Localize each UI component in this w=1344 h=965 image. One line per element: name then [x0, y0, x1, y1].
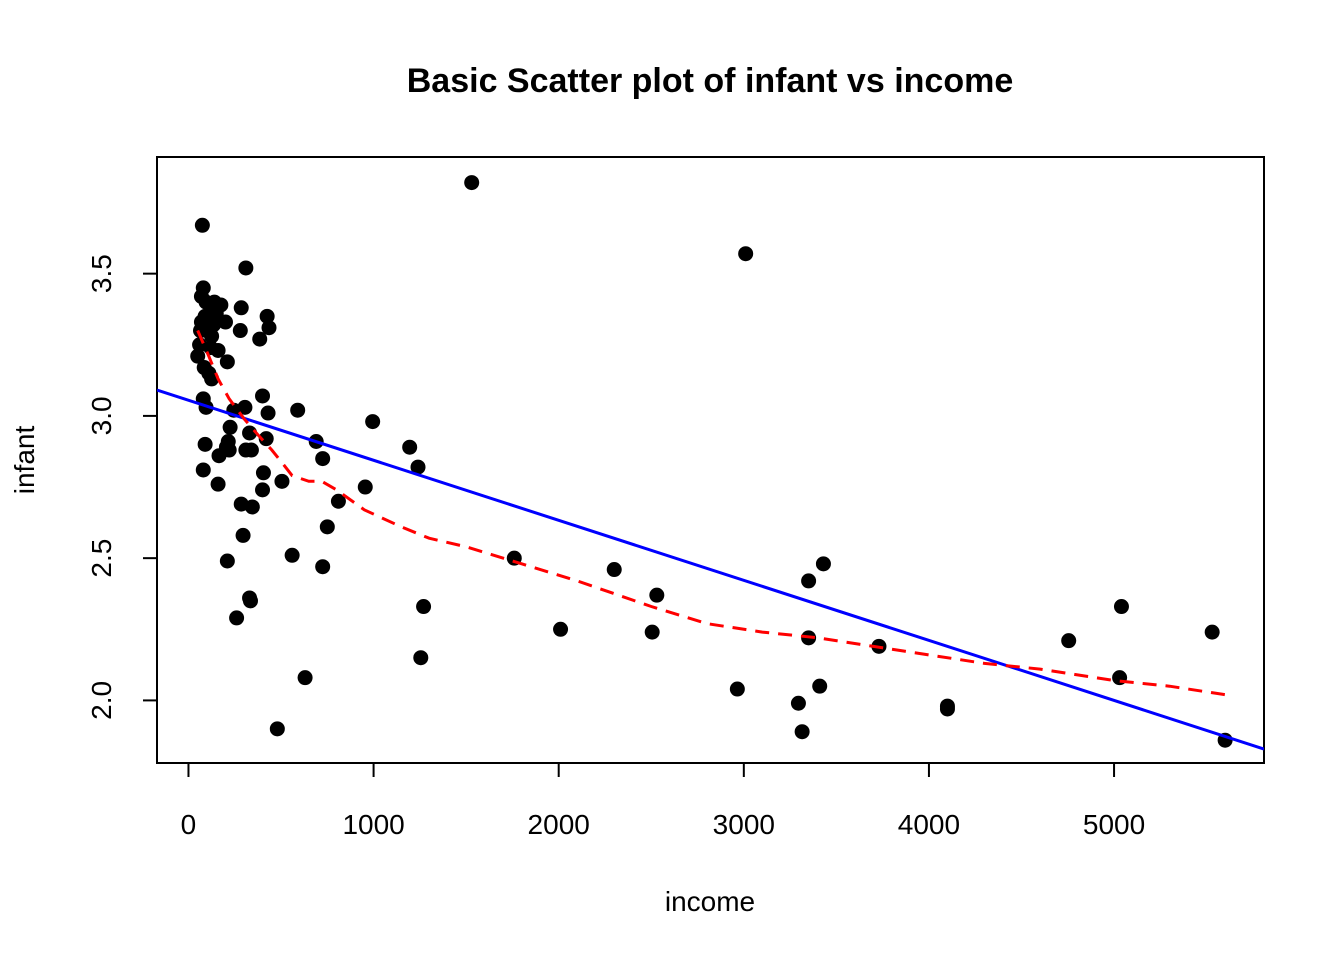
data-point	[210, 342, 226, 358]
y-tick-label: 3.0	[86, 396, 117, 435]
data-point	[219, 553, 235, 569]
x-axis: 0 1000 2000 3000 4000 5000	[181, 762, 1145, 840]
x-tick-label: 3000	[713, 809, 775, 840]
data-point	[410, 459, 426, 475]
data-point	[259, 308, 275, 324]
series-layer	[157, 175, 1264, 751]
data-point	[413, 650, 429, 666]
data-point	[229, 610, 245, 626]
data-point	[232, 323, 248, 339]
data-point	[255, 465, 271, 481]
x-axis-title: income	[665, 886, 755, 917]
data-point	[794, 724, 810, 740]
data-point	[190, 348, 206, 364]
data-point	[255, 388, 271, 404]
data-point	[204, 328, 220, 344]
data-point	[644, 624, 660, 640]
data-point	[319, 519, 335, 535]
data-point	[464, 175, 480, 191]
data-point	[606, 562, 622, 578]
y-tick-label: 2.5	[86, 539, 117, 578]
y-tick-label: 3.5	[86, 254, 117, 293]
data-point	[1061, 633, 1077, 649]
data-point	[365, 414, 381, 430]
data-point	[729, 681, 745, 697]
data-point	[330, 493, 346, 509]
data-point	[357, 479, 373, 495]
data-point	[211, 448, 227, 464]
data-point	[244, 499, 260, 515]
data-point	[233, 300, 249, 316]
data-point	[402, 439, 418, 455]
data-point	[243, 442, 259, 458]
data-point	[284, 547, 300, 563]
data-point	[210, 476, 226, 492]
y-axis: 2.0 2.5 3.0 3.5	[86, 254, 158, 720]
data-point	[553, 621, 569, 637]
data-point	[219, 354, 235, 370]
x-tick-label: 5000	[1083, 809, 1145, 840]
x-tick-label: 2000	[528, 809, 590, 840]
data-point	[1113, 599, 1129, 615]
data-point	[260, 405, 276, 421]
chart-title: Basic Scatter plot of infant vs income	[407, 62, 1013, 100]
data-point	[217, 314, 233, 330]
y-axis-title: infant	[9, 426, 40, 495]
y-tick-label: 2.0	[86, 681, 117, 720]
data-point	[255, 482, 271, 498]
data-point	[801, 573, 817, 589]
regression-line	[157, 388, 1264, 751]
x-tick-label: 4000	[898, 809, 960, 840]
data-point	[297, 670, 313, 686]
data-point	[738, 246, 754, 262]
data-point	[315, 559, 331, 575]
data-point	[315, 451, 331, 467]
data-point	[242, 425, 258, 441]
data-point	[815, 556, 831, 572]
data-point	[416, 599, 432, 615]
data-point	[242, 593, 258, 609]
data-point	[252, 331, 268, 347]
data-point	[939, 701, 955, 717]
smooth-curve	[196, 329, 1226, 697]
data-point	[235, 527, 251, 543]
data-point	[649, 587, 665, 603]
data-point	[274, 473, 290, 489]
data-point	[238, 260, 254, 276]
data-point	[222, 419, 238, 435]
data-point	[197, 436, 213, 452]
data-point	[790, 695, 806, 711]
x-tick-label: 1000	[342, 809, 404, 840]
data-point	[269, 721, 285, 737]
data-point	[261, 320, 277, 336]
data-point	[1204, 624, 1220, 640]
x-tick-label: 0	[181, 809, 197, 840]
data-point	[194, 217, 210, 233]
data-point	[290, 402, 306, 418]
data-point	[195, 462, 211, 478]
data-point	[258, 431, 274, 447]
data-point	[812, 678, 828, 694]
